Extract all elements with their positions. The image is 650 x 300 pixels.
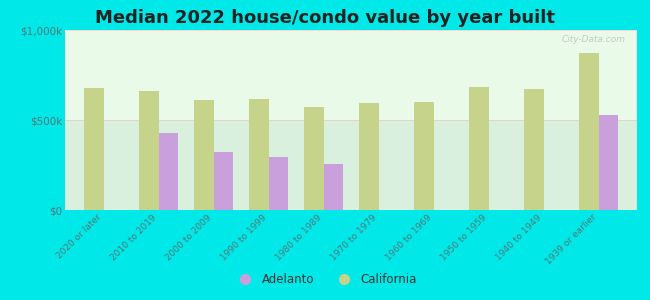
Legend: Adelanto, California: Adelanto, California: [229, 269, 421, 291]
Bar: [159, 133, 177, 210]
Bar: [249, 99, 268, 210]
Bar: [525, 89, 543, 210]
Bar: [359, 103, 378, 210]
Bar: [469, 87, 489, 210]
Bar: [194, 100, 213, 210]
Text: Median 2022 house/condo value by year built: Median 2022 house/condo value by year bu…: [95, 9, 555, 27]
Bar: [213, 152, 233, 210]
Bar: [304, 107, 324, 210]
Bar: [414, 102, 434, 210]
Bar: [324, 164, 343, 210]
Bar: [84, 88, 103, 210]
Bar: [139, 91, 159, 210]
Bar: [599, 115, 617, 210]
Bar: [268, 157, 288, 210]
Text: City-Data.com: City-Data.com: [562, 35, 625, 44]
Bar: [579, 53, 599, 210]
